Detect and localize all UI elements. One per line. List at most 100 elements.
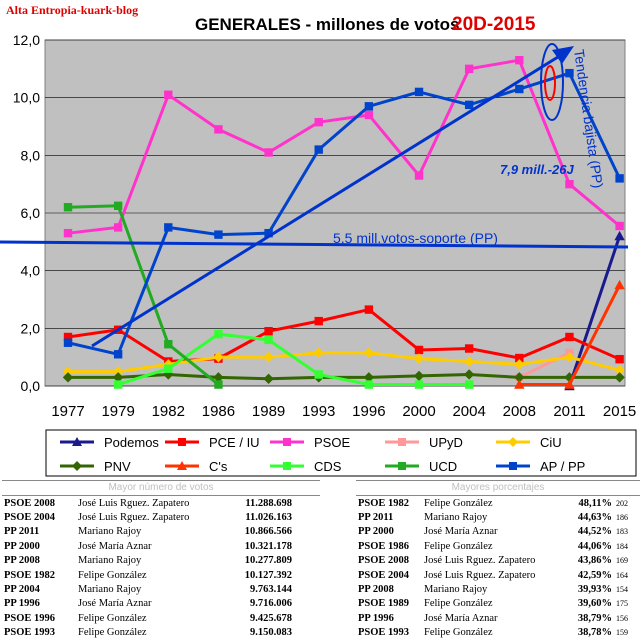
- value-cell: 44,52%: [577, 526, 612, 538]
- data-point: [464, 64, 474, 74]
- table-row: PSOE 1982 Felipe González 10.127.392: [2, 568, 294, 582]
- y-tick-label: 0,0: [21, 378, 41, 394]
- data-point: [413, 353, 425, 364]
- data-point: [62, 366, 74, 377]
- value-cell: 10.866.566: [244, 526, 292, 538]
- top-percentages-rows: PSOE 1982 Felipe González 48,11% 202 PP 2011…: [356, 496, 636, 640]
- data-point: [464, 344, 474, 353]
- data-point: [164, 90, 173, 99]
- party-year-cell: PSOE 1993: [4, 627, 56, 639]
- data-point: [398, 462, 406, 470]
- seats-cell: 159: [616, 628, 628, 638]
- data-point: [63, 338, 73, 347]
- table-row: PP 2008 Mariano Rajoy 10.277.809: [2, 554, 294, 568]
- candidate-cell: Mariano Rajoy: [78, 555, 142, 567]
- data-point: [264, 148, 273, 157]
- value-cell: 10.277.809: [244, 555, 292, 567]
- value-cell: 39,60%: [577, 598, 612, 610]
- party-year-cell: PP 2000: [4, 540, 40, 552]
- series-ciu: [62, 347, 625, 377]
- candidate-cell: Mariano Rajoy: [424, 584, 488, 596]
- data-point: [463, 369, 475, 380]
- party-year-cell: PP 2008: [358, 584, 394, 596]
- x-tick-label: 2008: [503, 403, 536, 420]
- data-point: [614, 372, 625, 383]
- seats-cell: 164: [616, 570, 628, 580]
- series-line: [68, 372, 620, 381]
- data-point: [509, 462, 517, 470]
- data-point: [364, 102, 374, 111]
- x-tick-label: 2015: [603, 403, 636, 420]
- candidate-cell: Felipe González: [78, 612, 147, 624]
- y-tick-label: 2,0: [21, 320, 41, 336]
- data-point: [214, 125, 223, 134]
- data-point: [213, 372, 224, 383]
- x-tick-label: 1993: [302, 403, 335, 420]
- x-tick-label: 1977: [51, 403, 84, 420]
- candidate-cell: Felipe González: [424, 497, 493, 509]
- candidate-cell: Felipe González: [78, 627, 147, 639]
- data-point: [214, 230, 223, 239]
- chart-title: GENERALES - millones de votos: [195, 15, 460, 34]
- data-point: [263, 373, 274, 384]
- seats-cell: 175: [616, 599, 628, 609]
- data-point: [398, 438, 406, 446]
- party-year-cell: PP 2000: [358, 526, 394, 538]
- candidate-cell: José Luis Rguez. Zapatero: [424, 569, 536, 581]
- candidate-cell: Mariano Rajoy: [78, 584, 142, 596]
- legend-label: PCE / IU: [209, 435, 260, 450]
- top-votes-header: Mayor número de votos: [2, 480, 320, 496]
- highlight-ellipse-red: [544, 65, 556, 101]
- election-badge: 20D-2015: [452, 14, 536, 35]
- data-point: [564, 372, 575, 383]
- data-point: [515, 55, 524, 65]
- table-row: PP 1996 José María Aznar 38,79% 156: [356, 611, 636, 625]
- data-point: [113, 201, 123, 210]
- top-votes-rows: PSOE 2008 José Luis Rguez. Zapatero 11.288…: [2, 496, 294, 640]
- data-point: [63, 203, 73, 212]
- table-row: PSOE 2008 José Luis Rguez. Zapatero 11.288…: [2, 496, 294, 510]
- legend-label: C's: [209, 459, 228, 474]
- data-point: [283, 462, 291, 470]
- data-point: [314, 370, 323, 379]
- candidate-cell: José María Aznar: [424, 526, 498, 538]
- value-cell: 44,63%: [577, 512, 612, 524]
- legend-label: PNV: [104, 459, 131, 474]
- party-year-cell: PSOE 1993: [358, 627, 410, 639]
- table-row: PP 2011 Mariano Rajoy 10.866.566: [2, 525, 294, 539]
- x-tick-label: 1982: [152, 403, 185, 420]
- party-year-cell: PSOE 1989: [358, 598, 410, 610]
- x-tick-label: 1996: [352, 403, 385, 420]
- series-line: [67, 307, 621, 364]
- x-tick-label: 2004: [452, 403, 485, 420]
- value-cell: 9.716.006: [250, 598, 292, 610]
- data-point: [164, 223, 173, 232]
- series-ap-pp: [63, 68, 624, 359]
- data-point: [614, 230, 625, 241]
- series-c-s: [514, 279, 625, 389]
- data-point: [364, 380, 374, 389]
- series-line: [68, 351, 620, 374]
- value-cell: 10.321.178: [244, 540, 292, 552]
- legend-label: CDS: [314, 459, 342, 474]
- value-cell: 11.288.698: [245, 497, 292, 509]
- value-cell: 11.026.163: [245, 512, 292, 524]
- candidate-cell: Felipe González: [424, 540, 493, 552]
- value-cell: 10.127.392: [244, 569, 292, 581]
- party-year-cell: PSOE 2008: [358, 555, 410, 567]
- seats-cell: 156: [616, 613, 628, 623]
- y-tick-label: 12,0: [13, 32, 40, 48]
- data-point: [614, 364, 625, 376]
- table-row: PSOE 1993 Felipe González 9.150.083: [2, 626, 294, 640]
- data-point: [313, 347, 324, 359]
- candidate-cell: Mariano Rajoy: [78, 526, 142, 538]
- legend-label: UPyD: [429, 435, 463, 450]
- candidate-cell: José Luis Rguez. Zapatero: [78, 497, 190, 509]
- data-point: [178, 438, 186, 446]
- y-tick-label: 4,0: [21, 263, 41, 279]
- table-row: PP 2000 José María Aznar 10.321.178: [2, 539, 294, 553]
- data-point: [264, 335, 273, 345]
- data-point: [113, 350, 123, 359]
- table-row: PP 2011 Mariano Rajoy 44,63% 186: [356, 510, 636, 524]
- table-row: PSOE 2004 José Luis Rguez. Zapatero 11.026…: [2, 510, 294, 524]
